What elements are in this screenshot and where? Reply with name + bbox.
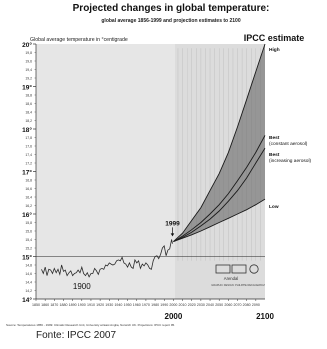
y-minor-tick-label: 17,2 [25, 161, 32, 165]
y-minor-tick-label: 18,8 [25, 93, 32, 97]
y-minor-tick-label: 19,4 [25, 68, 32, 72]
y-minor-tick-label: 18,4 [25, 110, 32, 114]
x-tick-label: 2090 [252, 303, 260, 307]
y-major-tick-label: 17° [22, 169, 32, 177]
x-tick-label: 1950 [124, 303, 132, 307]
x-tick-label: 1980 [151, 303, 159, 307]
x-tick-label: 2000 [169, 303, 177, 307]
historical-temperature-line [41, 239, 173, 278]
x-tick-label: 2040 [206, 303, 214, 307]
un-emblem-icon [249, 264, 259, 274]
annotation-1999-label: 1999 [165, 220, 180, 227]
y-minor-tick-label: 16,8 [25, 178, 32, 182]
annotation-1999-arrowhead [170, 233, 175, 237]
y-minor-tick-label: 17,6 [25, 144, 32, 148]
y-minor-tick-label: 16,2 [25, 204, 32, 208]
x-tick-label: 2050 [215, 303, 223, 307]
x-tick-label: 1930 [105, 303, 113, 307]
x-tick-label: 1960 [133, 303, 141, 307]
x-tick-label: 2030 [197, 303, 205, 307]
y-major-tick-label: 16° [22, 211, 32, 219]
y-minor-tick-label: 19,2 [25, 76, 32, 80]
y-minor-tick-label: 14,8 [25, 263, 32, 267]
legend-best-increasing-label: Best [269, 152, 280, 158]
x-tick-label: 1870 [50, 303, 58, 307]
high-projection-line [173, 43, 266, 242]
logo-block: Arendal GRAPHIC DESIGN: PHILIPPE REKACEW… [211, 264, 265, 287]
y-minor-tick-label: 18,6 [25, 102, 32, 106]
y-minor-tick-label: 14,6 [25, 272, 32, 276]
y-minor-tick-label: 15,2 [25, 246, 32, 250]
chart-subtitle: global average 1856-1999 and projection … [101, 18, 240, 24]
low-projection-line [173, 198, 266, 243]
legend-best-increasing-sublabel: (increasing aerosol) [269, 158, 312, 164]
y-minor-tick-label: 18,2 [25, 119, 32, 123]
y-minor-tick-label: 19,8 [25, 51, 32, 55]
y-minor-tick-label: 15,4 [25, 238, 32, 242]
y-axis: 14° 15° 16° 17° 18° 19° 20° 14,2 14,4 14,6 14,8 15,… [22, 41, 37, 304]
y-minor-tick-label: 15,8 [25, 221, 32, 225]
x-decade-label: 1900 [73, 282, 91, 291]
y-minor-tick-label: 16,6 [25, 187, 32, 191]
x-tick-label: 2010 [179, 303, 187, 307]
best-increasing-aerosol-line [173, 147, 266, 243]
x-axis: 1850 1860 1870 1880 1890 1900 1910 1920 1930 1940… [32, 282, 274, 321]
logo-box-2 [231, 264, 247, 274]
x-decade-label: 2100 [256, 312, 274, 321]
y-minor-tick-label: 17,4 [25, 153, 32, 157]
best-constant-aerosol-line [173, 135, 266, 242]
y-axis-title: Global average temperature in °centigrad… [30, 37, 128, 43]
x-tick-label: 1850 [32, 303, 40, 307]
legend-best-constant-sublabel: (constant aerosol) [269, 141, 308, 147]
legend-low-label: Low [269, 204, 279, 210]
x-tick-label: 1920 [96, 303, 104, 307]
logo-arendal-text: Arendal [224, 276, 239, 281]
legend-high-label: High [269, 47, 280, 53]
y-major-tick-label: 18° [22, 126, 32, 134]
logo-box-1 [215, 264, 231, 274]
legend-best-constant-label: Best [269, 135, 280, 141]
x-tick-label: 1990 [160, 303, 168, 307]
chart-title: Projected changes in global temperature: [73, 3, 270, 14]
x-tick-label: 1940 [114, 303, 122, 307]
y-minor-tick-label: 14,4 [25, 280, 32, 284]
x-tick-label: 2060 [224, 303, 232, 307]
y-major-tick-label: 20° [22, 41, 32, 49]
y-minor-tick-label: 19,6 [25, 59, 32, 63]
x-tick-label: 1860 [41, 303, 49, 307]
x-tick-label: 1910 [87, 303, 95, 307]
x-tick-label: 2020 [188, 303, 196, 307]
y-minor-tick-label: 16,4 [25, 195, 32, 199]
x-decade-label: 2000 [165, 312, 183, 321]
y-minor-tick-label: 14,2 [25, 289, 32, 293]
y-major-tick-label: 19° [22, 84, 32, 92]
source-note: Source: Temperatures 1856 - 1999: Climat… [6, 323, 175, 327]
y-minor-tick-label: 15,6 [25, 229, 32, 233]
x-tick-label: 1970 [142, 303, 150, 307]
x-tick-label: 2070 [234, 303, 242, 307]
x-tick-label: 2080 [243, 303, 251, 307]
y-major-tick-label: 15° [22, 254, 32, 262]
image-caption: Fonte: IPCC 2007 [36, 330, 117, 341]
ipcc-estimate-label: IPCC estimate [244, 33, 305, 43]
logo-caption: GRAPHIC DESIGN: PHILIPPE REKACEWICZ [211, 283, 265, 287]
y-major-tick-label: 14° [22, 296, 32, 304]
x-tick-label: 1880 [59, 303, 67, 307]
x-tick-label: 1900 [78, 303, 86, 307]
plot-series: 1999 [36, 43, 266, 278]
y-minor-tick-label: 17,8 [25, 136, 32, 140]
x-tick-label: 1890 [69, 303, 77, 307]
